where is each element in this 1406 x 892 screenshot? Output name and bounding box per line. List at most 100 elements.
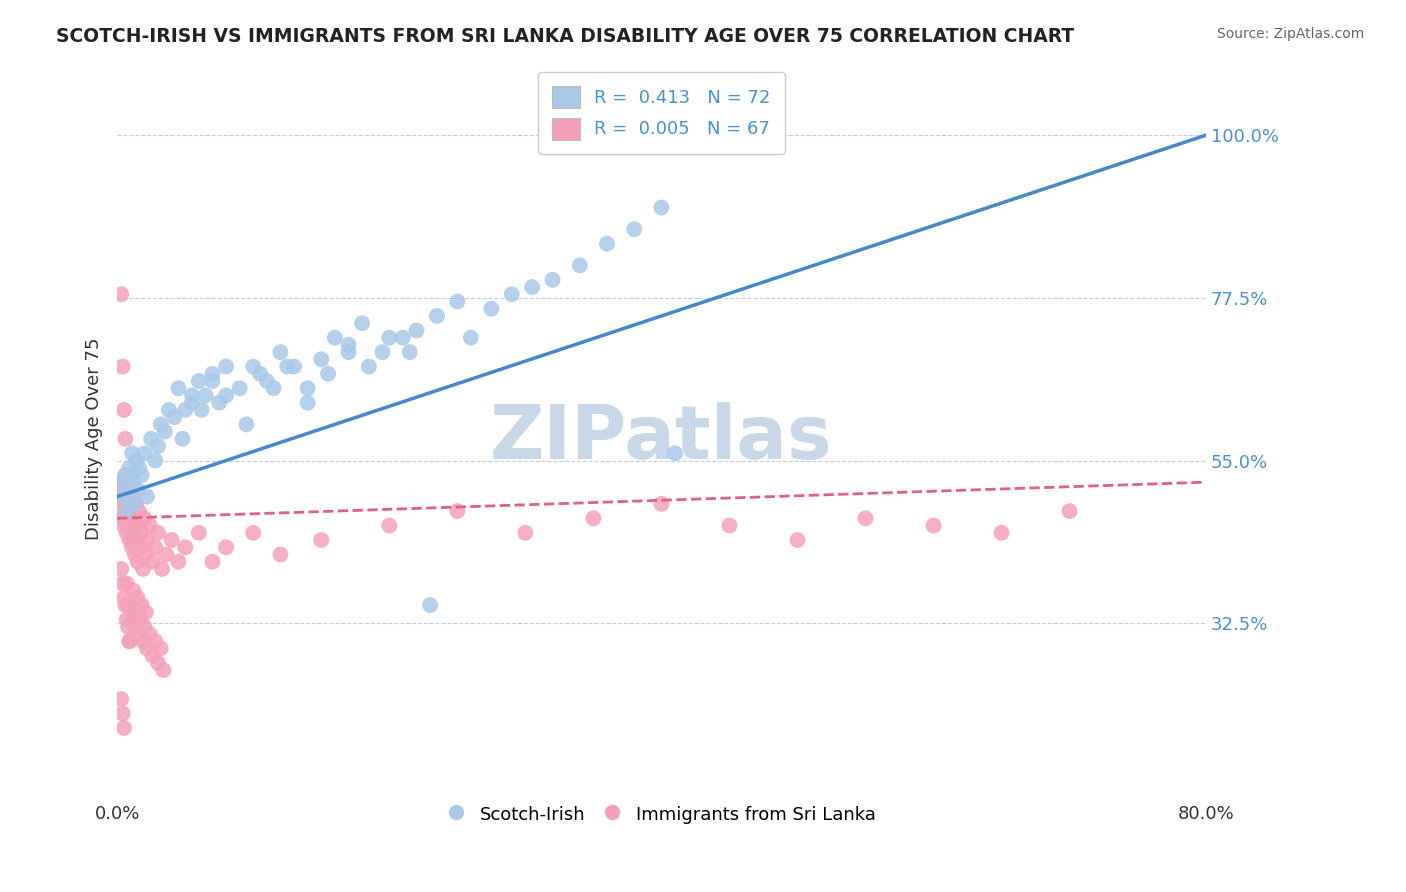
Point (110, 475, 132, 490)
Point (122, 525, 145, 540)
Point (111, 483, 134, 497)
Point (125, 605, 148, 619)
Point (392, 331, 415, 345)
Point (111, 359, 134, 374)
Point (129, 613, 152, 627)
Text: SCOTCH-IRISH VS IMMIGRANTS FROM SRI LANKA DISABILITY AGE OVER 75 CORRELATION CHA: SCOTCH-IRISH VS IMMIGRANTS FROM SRI LANK… (56, 27, 1074, 45)
Point (143, 634, 166, 648)
Point (110, 504, 132, 518)
Point (235, 417, 257, 432)
Point (515, 525, 537, 540)
Point (129, 541, 152, 555)
Point (160, 533, 183, 547)
Point (115, 504, 138, 518)
Point (208, 395, 231, 409)
Point (115, 613, 138, 627)
Point (111, 706, 134, 721)
Point (215, 359, 238, 374)
Point (112, 490, 135, 504)
Point (117, 483, 139, 497)
Point (128, 627, 150, 641)
Point (112, 591, 135, 605)
Point (112, 721, 135, 735)
Point (718, 518, 741, 533)
Point (352, 316, 374, 330)
Point (150, 562, 173, 576)
Point (146, 525, 169, 540)
Point (131, 598, 153, 612)
Point (990, 525, 1012, 540)
Point (520, 280, 543, 294)
Point (242, 525, 264, 540)
Point (201, 374, 224, 388)
Point (155, 548, 177, 562)
Point (134, 511, 156, 525)
Point (122, 583, 145, 598)
Point (242, 359, 264, 374)
Point (114, 497, 136, 511)
Point (125, 497, 148, 511)
Point (112, 490, 135, 504)
Point (117, 620, 139, 634)
Point (125, 533, 148, 547)
Y-axis label: Disability Age Over 75: Disability Age Over 75 (86, 337, 103, 540)
Point (249, 367, 271, 381)
Point (128, 504, 150, 518)
Point (124, 511, 146, 525)
Point (149, 417, 172, 432)
Point (139, 627, 162, 641)
Point (269, 345, 291, 359)
Point (110, 562, 132, 576)
Point (127, 591, 149, 605)
Point (650, 201, 672, 215)
Point (201, 367, 224, 381)
Point (323, 331, 346, 345)
Point (297, 395, 319, 409)
Point (190, 403, 212, 417)
Point (110, 692, 132, 706)
Point (181, 395, 204, 409)
Point (149, 641, 172, 656)
Point (201, 555, 224, 569)
Point (157, 403, 180, 417)
Point (568, 258, 591, 272)
Point (121, 446, 143, 460)
Point (142, 648, 165, 663)
Point (135, 605, 157, 619)
Point (128, 460, 150, 475)
Point (117, 511, 139, 525)
Point (142, 555, 165, 569)
Text: Source: ZipAtlas.com: Source: ZipAtlas.com (1216, 27, 1364, 41)
Point (125, 453, 148, 467)
Point (134, 620, 156, 634)
Point (117, 483, 139, 497)
Point (122, 475, 145, 490)
Point (114, 598, 136, 612)
Point (460, 331, 482, 345)
Point (479, 301, 502, 316)
Point (371, 345, 394, 359)
Point (181, 388, 204, 402)
Point (146, 656, 169, 670)
Point (337, 345, 360, 359)
Point (378, 331, 401, 345)
Point (215, 541, 238, 555)
Point (153, 425, 176, 439)
Point (118, 634, 141, 648)
Point (120, 598, 142, 612)
Point (187, 525, 209, 540)
Point (132, 634, 155, 648)
Point (501, 287, 523, 301)
Point (263, 381, 285, 395)
Point (141, 432, 163, 446)
Point (311, 533, 333, 547)
Point (117, 598, 139, 612)
Point (131, 525, 153, 540)
Point (118, 533, 141, 547)
Point (167, 555, 190, 569)
Point (922, 518, 945, 533)
Point (127, 483, 149, 497)
Point (215, 388, 238, 402)
Point (276, 359, 298, 374)
Point (115, 525, 138, 540)
